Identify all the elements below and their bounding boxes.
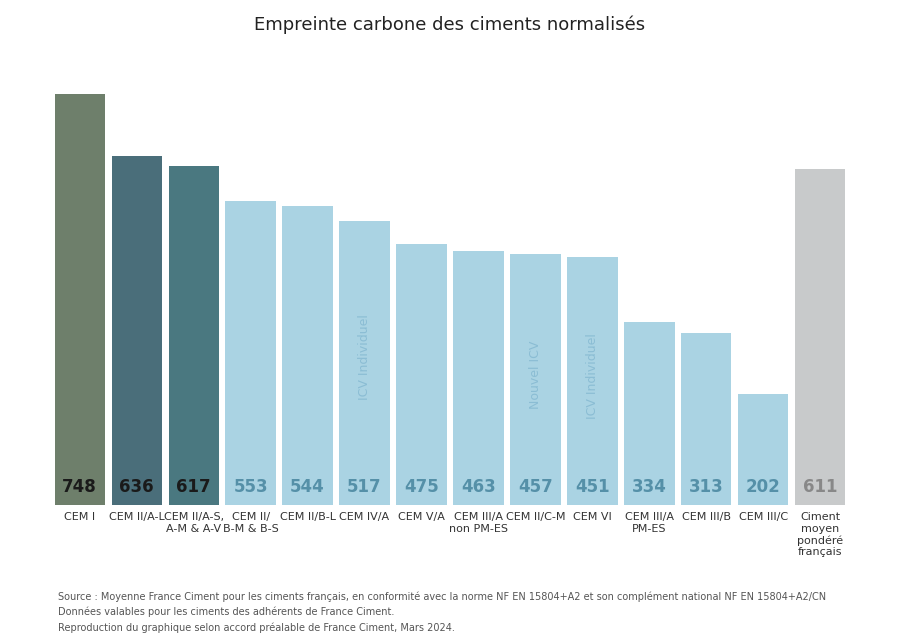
Text: 617: 617: [176, 478, 211, 496]
Bar: [625, 322, 674, 505]
Bar: [112, 156, 162, 505]
Title: Empreinte carbone des ciments normalisés: Empreinte carbone des ciments normalisés: [255, 15, 645, 34]
Text: 334: 334: [632, 478, 667, 496]
Bar: [567, 257, 617, 505]
Bar: [738, 394, 788, 505]
Text: 457: 457: [518, 478, 553, 496]
Bar: [796, 169, 845, 505]
Text: 611: 611: [803, 478, 838, 496]
Text: Nouvel ICV: Nouvel ICV: [529, 340, 542, 409]
Text: 544: 544: [290, 478, 325, 496]
Bar: [454, 251, 504, 505]
Text: Source : Moyenne France Ciment pour les ciments français, en conformité avec la : Source : Moyenne France Ciment pour les …: [58, 591, 826, 633]
Text: 553: 553: [233, 478, 268, 496]
Text: 313: 313: [689, 478, 724, 496]
Text: ICV Individuel: ICV Individuel: [586, 333, 599, 419]
Bar: [226, 201, 275, 505]
Bar: [681, 333, 732, 505]
Text: 463: 463: [461, 478, 496, 496]
Text: 517: 517: [347, 478, 382, 496]
Text: 748: 748: [62, 478, 97, 496]
Text: 475: 475: [404, 478, 439, 496]
Text: ICV Individuel: ICV Individuel: [358, 314, 371, 400]
Bar: [55, 94, 104, 505]
Bar: [339, 221, 390, 505]
Bar: [283, 206, 333, 505]
Text: 202: 202: [746, 478, 781, 496]
Text: 451: 451: [575, 478, 610, 496]
Bar: [168, 166, 219, 505]
Bar: [396, 244, 446, 505]
Text: 636: 636: [120, 478, 154, 496]
Bar: [510, 254, 561, 505]
